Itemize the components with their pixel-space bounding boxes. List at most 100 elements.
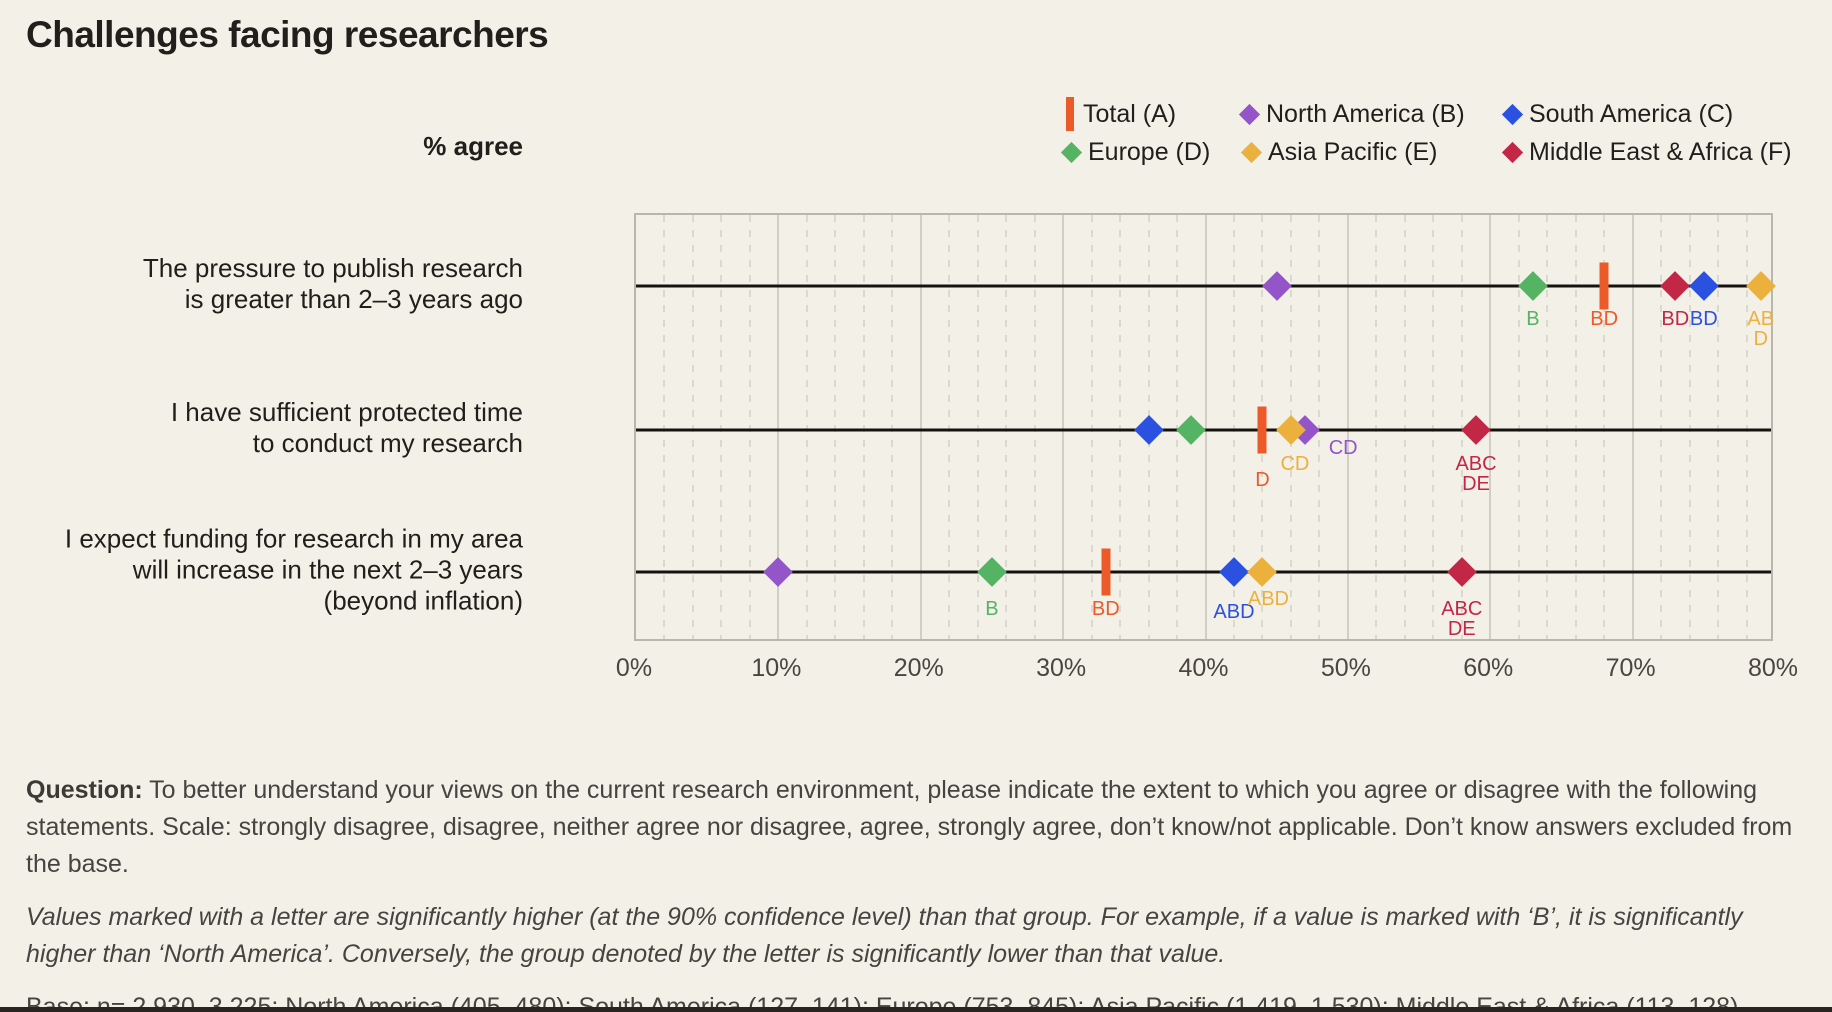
x-tick-label-10: 10% xyxy=(751,654,802,682)
minor-gridline xyxy=(1119,215,1122,639)
legend-item-a: Total (A) xyxy=(1066,97,1177,131)
total-bar-marker-a-row1 xyxy=(1599,262,1609,310)
minor-gridline xyxy=(948,215,951,639)
x-tick-label-50: 50% xyxy=(1320,654,1371,682)
diamond-marker-b-row3 xyxy=(763,557,794,587)
minor-gridline xyxy=(1603,215,1606,639)
x-tick-label-60: 60% xyxy=(1463,654,1514,682)
major-gridline xyxy=(1204,215,1207,639)
legend-item-b: North America (B) xyxy=(1238,99,1465,129)
minor-gridline xyxy=(663,215,666,639)
minor-gridline xyxy=(1460,215,1463,639)
legend-item-d: Europe (D) xyxy=(1060,137,1211,167)
legend-label: Middle East & Africa (F) xyxy=(1529,137,1792,166)
x-tick-label-20: 20% xyxy=(893,654,944,682)
total-bar-marker-a-row3 xyxy=(1101,548,1111,596)
significance-label-f-row3: ABC DE xyxy=(1441,598,1483,640)
minor-gridline xyxy=(805,215,808,639)
legend-label: Total (A) xyxy=(1083,99,1177,128)
major-gridline xyxy=(919,215,922,639)
minor-gridline xyxy=(1176,215,1179,639)
minor-gridline xyxy=(1717,215,1720,639)
minor-gridline xyxy=(1745,215,1748,639)
diamond-marker-d-row2 xyxy=(1176,414,1207,445)
diamond-marker-c-row3 xyxy=(1219,557,1249,587)
minor-gridline xyxy=(1688,215,1691,639)
minor-gridline xyxy=(1546,215,1549,639)
category-label-row3: I expect funding for research in my area… xyxy=(64,523,523,616)
significance-label-e-row2: CD xyxy=(1280,452,1310,475)
category-label-row1: The pressure to publish research is grea… xyxy=(142,253,523,314)
major-gridline xyxy=(1062,215,1065,639)
minor-gridline xyxy=(691,215,694,639)
significance-label-a-row1: BD xyxy=(1590,308,1619,330)
significance-label-a-row2: D xyxy=(1255,468,1270,491)
minor-gridline xyxy=(862,215,865,639)
diamond-legend-icon xyxy=(1060,141,1083,163)
page-title: Challenges facing researchers xyxy=(26,14,549,55)
significance-label-d-row1: B xyxy=(1526,308,1540,330)
x-tick-label-70: 70% xyxy=(1605,654,1656,682)
significance-label-c-row3: ABD xyxy=(1213,601,1255,623)
significance-label-c-row1: BD xyxy=(1689,308,1718,330)
diamond-marker-f-row1 xyxy=(1660,271,1691,301)
diamond-marker-d-row1 xyxy=(1518,271,1548,301)
minor-gridline xyxy=(1375,215,1378,639)
minor-gridline xyxy=(1403,215,1406,639)
question-label: Question: xyxy=(26,776,143,804)
legend-label: Europe (D) xyxy=(1088,137,1211,166)
question-note: Question: To better understand your view… xyxy=(26,772,1812,883)
legend-item-f: Middle East & Africa (F) xyxy=(1501,137,1792,167)
diamond-marker-f-row3 xyxy=(1446,557,1477,587)
bottom-divider xyxy=(0,1007,1832,1012)
x-tick-label-80: 80% xyxy=(1747,654,1799,682)
category-axis-line-row3 xyxy=(636,570,1771,574)
diamond-marker-f-row2 xyxy=(1461,414,1491,445)
category-label-row2: I have sufficient protected time to cond… xyxy=(170,396,523,458)
minor-gridline xyxy=(1005,215,1008,639)
legend-label: Asia Pacific (E) xyxy=(1268,137,1438,166)
legend-item-e: Asia Pacific (E) xyxy=(1240,137,1438,167)
minor-gridline xyxy=(1660,215,1663,639)
category-axis-line-row1 xyxy=(636,284,1771,288)
x-tick-label-40: 40% xyxy=(1178,654,1229,682)
plot-area: BD D BD CD BD ABD B B AB D CD ABD BD ABC DE ABC DE xyxy=(634,213,1776,641)
significance-label-e-row3: ABD xyxy=(1247,588,1289,610)
significance-label-a-row3: BD xyxy=(1091,598,1120,620)
legend-item-c: South America (C) xyxy=(1501,99,1734,129)
minor-gridline xyxy=(1432,215,1435,639)
axis-unit-label: % agree xyxy=(423,131,523,161)
major-gridline xyxy=(1489,215,1492,639)
minor-gridline xyxy=(1033,215,1036,639)
legend-label: North America (B) xyxy=(1266,99,1465,128)
diamond-marker-c-row1 xyxy=(1688,271,1719,301)
significance-label-e-row1: AB D xyxy=(1747,308,1775,350)
x-tick-label-0: 0% xyxy=(615,654,653,682)
minor-gridline xyxy=(1517,215,1520,639)
minor-gridline xyxy=(1090,215,1093,639)
x-tick-label-30: 30% xyxy=(1036,654,1087,682)
minor-gridline xyxy=(976,215,979,639)
diamond-marker-e-row3 xyxy=(1247,557,1278,587)
minor-gridline xyxy=(1232,215,1235,639)
minor-gridline xyxy=(834,215,837,639)
footer: Question: To better understand your view… xyxy=(26,772,1812,1012)
minor-gridline xyxy=(1318,215,1321,639)
diamond-marker-e-row1 xyxy=(1745,271,1776,301)
diamond-legend-icon xyxy=(1501,103,1524,125)
legend-label: South America (C) xyxy=(1529,99,1734,128)
bar-legend-icon xyxy=(1066,97,1074,131)
total-bar-marker-a-row2 xyxy=(1257,406,1267,453)
diamond-legend-icon xyxy=(1238,103,1261,125)
diamond-marker-d-row3 xyxy=(977,557,1007,587)
significance-label-b-row2: CD xyxy=(1328,436,1358,459)
significance-label-d-row3: B xyxy=(985,598,999,620)
diamond-marker-c-row2 xyxy=(1133,414,1164,445)
minor-gridline xyxy=(748,215,751,639)
major-gridline xyxy=(1346,215,1349,639)
minor-gridline xyxy=(720,215,723,639)
major-gridline xyxy=(777,215,780,639)
significance-note: Values marked with a letter are signific… xyxy=(26,903,1743,968)
diamond-legend-icon xyxy=(1240,141,1263,163)
